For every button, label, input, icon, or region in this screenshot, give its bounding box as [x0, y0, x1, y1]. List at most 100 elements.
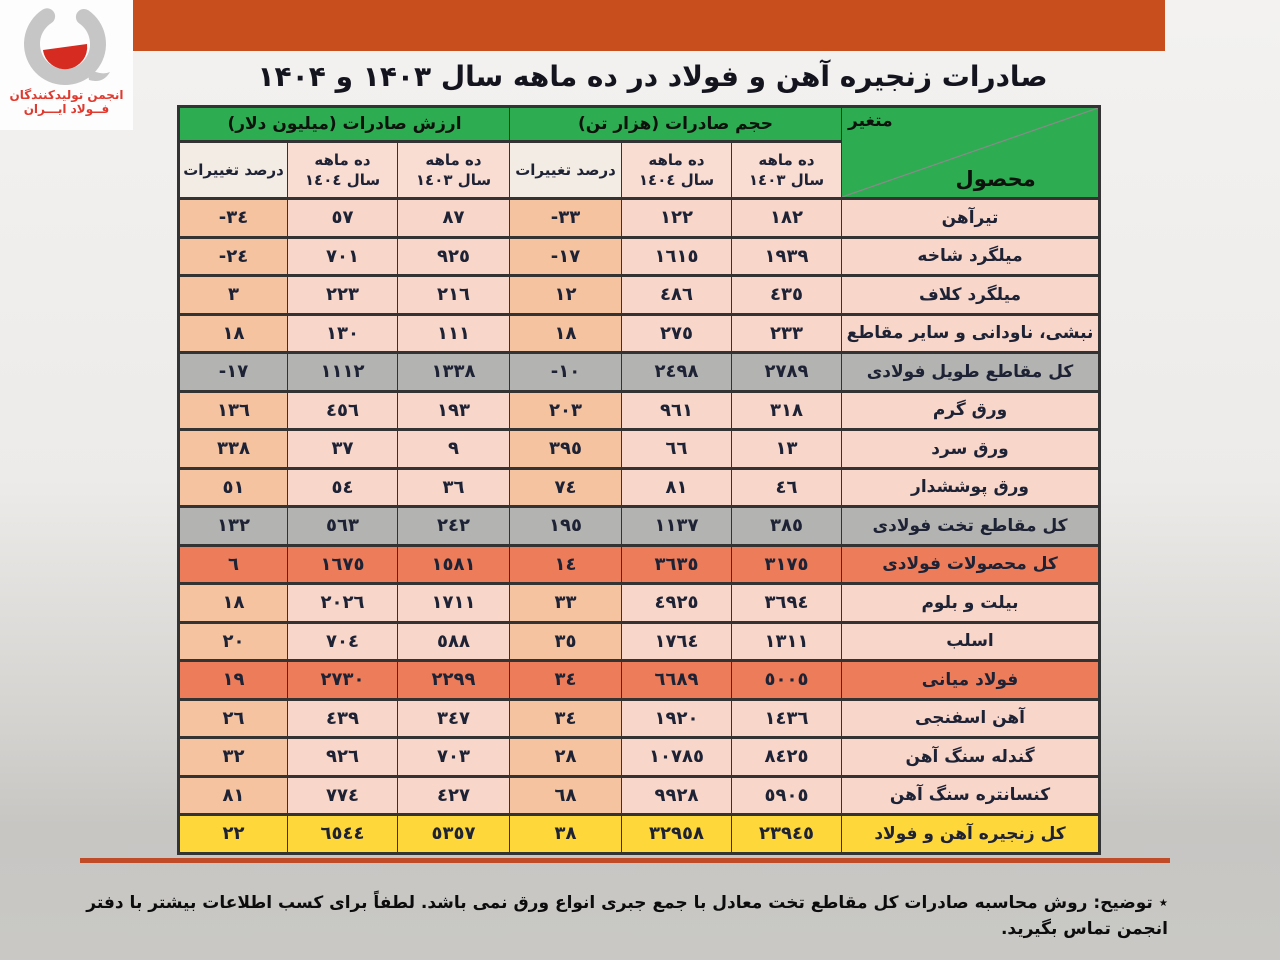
value-pct-cell: ٥١ [177, 466, 289, 507]
value-pct-cell: ٣٣٨ [177, 428, 289, 468]
group-header-volume: حجم صادرات (هزار تن) [509, 105, 843, 142]
volume-pct-cell: -٣٣ [509, 197, 623, 237]
corner-product-label: محصول [955, 167, 1036, 191]
table-row: میلگرد شاخه ١٩٣٩ ١٦١٥ -١٧ ٩٢٥ ٧٠١ -٢٤ [177, 235, 1101, 276]
volume-1403-cell: ٤٦ [731, 466, 843, 507]
value-1404-cell: ٤٥٦ [287, 389, 399, 430]
table-row: تیرآهن ١٨٢ ١٢٢ -٣٣ ٨٧ ٥٧ -٣٤ [177, 197, 1101, 237]
table-row: کنسانتره سنگ آهن ٥٩٠٥ ٩٩٢٨ ٦٨ ٤٢٧ ٧٧٤ ٨١ [177, 774, 1101, 815]
volume-1404-cell: ٢٧٥ [621, 312, 733, 353]
volume-1404-cell: ٢٤٩٨ [621, 351, 733, 391]
volume-pct-cell: ٧٤ [509, 466, 623, 507]
volume-1404-header: ده ماهه سال ١٤٠٤ [621, 140, 733, 199]
value-pct-cell: ٦ [177, 543, 289, 584]
table-row: آهن اسفنجی ١٤٣٦ ١٩٢٠ ٣٤ ٣٤٧ ٤٣٩ ٢٦ [177, 697, 1101, 738]
table-row: نبشی، ناودانی و سایر مقاطع ٢٣٣ ٢٧٥ ١٨ ١١… [177, 312, 1101, 353]
volume-1404-cell: ١٠٧٨٥ [621, 736, 733, 776]
volume-pct-cell: ١٩٥ [509, 505, 623, 545]
value-1403-cell: ١٩٣ [397, 389, 511, 430]
value-1404-cell: ٥٤ [287, 466, 399, 507]
volume-1404-cell: ٦٦ [621, 428, 733, 468]
corner-variable-label: متغیر [848, 111, 893, 131]
product-cell: فولاد میانی [841, 659, 1101, 699]
value-1404-cell: ٧٠١ [287, 235, 399, 276]
value-1404-cell: ٩٢٦ [287, 736, 399, 776]
footnote-text: روش محاسبه صادرات کل مقاطع تخت معادل با … [86, 893, 1168, 939]
value-pct-cell: -١٧ [177, 351, 289, 391]
table-row: ورق گرم ٣١٨ ٩٦١ ٢٠٣ ١٩٣ ٤٥٦ ١٣٦ [177, 389, 1101, 430]
value-pct-cell: ١٨ [177, 312, 289, 353]
value-pct-cell: ١٨ [177, 582, 289, 622]
volume-1404-cell: ٣٦٣٥ [621, 543, 733, 584]
value-1404-cell: ٧٧٤ [287, 774, 399, 815]
diagonal-divider [842, 109, 1096, 197]
value-1403-cell: ١١١ [397, 312, 511, 353]
table-row: میلگرد کلاف ٤٣٥ ٤٨٦ ١٢ ٢١٦ ٢٢٣ ٣ [177, 274, 1101, 314]
volume-1404-cell: ٩٦١ [621, 389, 733, 430]
sub-year-label: سال ١٤٠٣ [748, 171, 825, 189]
value-1404-cell: ٣٧ [287, 428, 399, 468]
value-1404-cell: ٤٣٩ [287, 697, 399, 738]
logo-swirl-icon [23, 2, 110, 85]
sub-period-label: ده ماهه [648, 151, 705, 169]
product-cell: اسلب [841, 620, 1101, 661]
footnote-label: ٭ توضیح: [1093, 893, 1168, 913]
value-1403-cell: ٩٢٥ [397, 235, 511, 276]
value-pct-cell: -٢٤ [177, 235, 289, 276]
value-1404-cell: ١٦٧٥ [287, 543, 399, 584]
table-row: ورق سرد ١٣ ٦٦ ٣٩٥ ٩ ٣٧ ٣٣٨ [177, 428, 1101, 468]
volume-1404-cell: ١٧٦٤ [621, 620, 733, 661]
value-pct-cell: ٨١ [177, 774, 289, 815]
volume-1403-cell: ١٤٣٦ [731, 697, 843, 738]
value-pct-cell: ١٩ [177, 659, 289, 699]
volume-1403-header: ده ماهه سال ١٤٠٣ [731, 140, 843, 199]
sub-year-label: سال ١٤٠٣ [415, 171, 492, 189]
volume-1403-cell: ١٣١١ [731, 620, 843, 661]
volume-1403-cell: ٣١٧٥ [731, 543, 843, 584]
sub-period-label: ده ماهه [758, 151, 815, 169]
top-banner [133, 0, 1165, 51]
sub-year-label: سال ١٤٠٤ [304, 171, 381, 189]
value-1403-cell: ٢٢٩٩ [397, 659, 511, 699]
volume-1404-cell: ٦٦٨٩ [621, 659, 733, 699]
volume-1404-cell: ٤٨٦ [621, 274, 733, 314]
value-1404-cell: ١١١٢ [287, 351, 399, 391]
volume-1404-cell: ١١٣٧ [621, 505, 733, 545]
page-title: صادرات زنجیره آهن و فولاد در ده ماهه سال… [257, 60, 1048, 93]
volume-pct-cell: ٣٣ [509, 582, 623, 622]
volume-pct-cell: ٦٨ [509, 774, 623, 815]
value-1404-cell: ٢٠٢٦ [287, 582, 399, 622]
table-body: تیرآهن ١٨٢ ١٢٢ -٣٣ ٨٧ ٥٧ -٣٤ میلگرد شاخه… [177, 197, 1101, 853]
value-1403-cell: ٣٦ [397, 466, 511, 507]
product-cell: میلگرد شاخه [841, 235, 1101, 276]
value-1404-cell: ٢٧٣٠ [287, 659, 399, 699]
value-1403-cell: ٥٨٨ [397, 620, 511, 661]
product-cell: ورق سرد [841, 428, 1101, 468]
volume-1403-cell: ٢٧٨٩ [731, 351, 843, 391]
value-1403-cell: ٧٠٣ [397, 736, 511, 776]
value-pct-cell: ١٣٢ [177, 505, 289, 545]
volume-1404-cell: ١٦١٥ [621, 235, 733, 276]
table-row: بیلت و بلوم ٣٦٩٤ ٤٩٢٥ ٣٣ ١٧١١ ٢٠٢٦ ١٨ [177, 582, 1101, 622]
volume-1403-cell: ١٨٢ [731, 197, 843, 237]
volume-pct-cell: ٢٨ [509, 736, 623, 776]
volume-1403-cell: ٨٤٢٥ [731, 736, 843, 776]
volume-pct-cell: ٣٤ [509, 697, 623, 738]
volume-1403-cell: ١٣ [731, 428, 843, 468]
value-1403-cell: ٤٢٧ [397, 774, 511, 815]
product-cell: بیلت و بلوم [841, 582, 1101, 622]
table-row: اسلب ١٣١١ ١٧٦٤ ٣٥ ٥٨٨ ٧٠٤ ٢٠ [177, 620, 1101, 661]
volume-pct-cell: ١٤ [509, 543, 623, 584]
volume-pct-cell: ٣٩٥ [509, 428, 623, 468]
product-cell: تیرآهن [841, 197, 1101, 237]
sub-year-label: سال ١٤٠٤ [638, 171, 715, 189]
table-row: کل مقاطع تخت فولادی ٣٨٥ ١١٣٧ ١٩٥ ٢٤٢ ٥٦٣… [177, 505, 1101, 545]
product-cell: کل مقاطع تخت فولادی [841, 505, 1101, 545]
value-1404-cell: ٧٠٤ [287, 620, 399, 661]
sub-period-label: ده ماهه [314, 151, 371, 169]
bottom-divider-line [80, 858, 1170, 863]
group-header-value: ارزش صادرات (میلیون دلار) [177, 105, 511, 142]
volume-1403-cell: ٣٨٥ [731, 505, 843, 545]
product-cell: کنسانتره سنگ آهن [841, 774, 1101, 815]
volume-pct-cell: ١٨ [509, 312, 623, 353]
